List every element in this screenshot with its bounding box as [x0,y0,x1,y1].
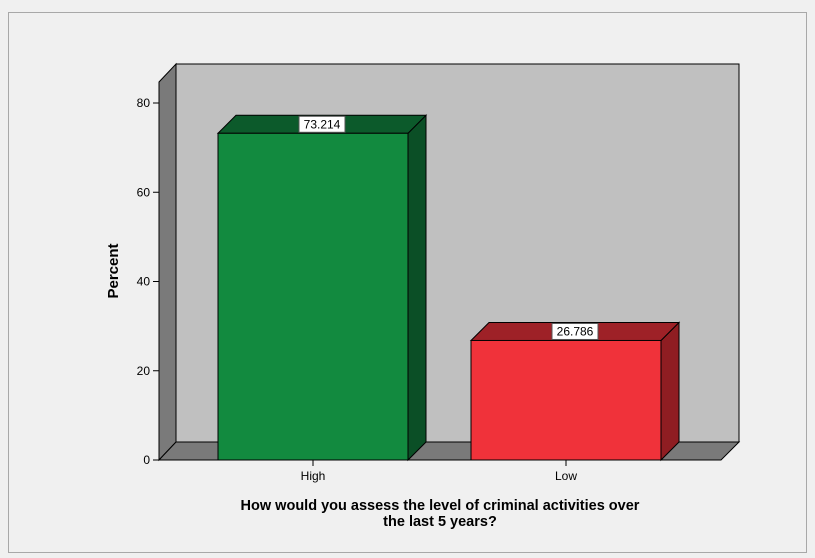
x-axis-label-line-2: the last 5 years? [383,514,497,530]
x-axis-label-line-1: How would you assess the level of crimin… [241,498,640,514]
left-wall [158,62,177,462]
data-label-box [551,322,599,340]
bar-side [407,114,427,462]
bar-low: 26.786 [469,321,681,462]
y-axis-label: Percent [105,243,122,298]
y-tick-label: 20 [137,364,151,378]
data-label-box [298,115,346,133]
category-label-low: Low [555,469,577,483]
bar-front [470,339,662,461]
y-tick-label: 60 [137,185,151,199]
data-label: 73.214 [304,117,341,131]
bar-front [217,132,409,461]
y-tick-label: 0 [143,453,150,467]
bar-side [660,321,680,462]
data-label: 26.786 [557,324,594,338]
bar-high: 73.214 [216,114,428,462]
category-label-high: High [301,469,326,483]
y-tick-label: 40 [137,275,151,289]
y-tick-label: 80 [137,96,151,110]
